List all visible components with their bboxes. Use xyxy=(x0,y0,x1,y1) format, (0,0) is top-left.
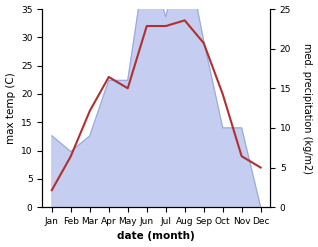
Y-axis label: max temp (C): max temp (C) xyxy=(5,72,16,144)
X-axis label: date (month): date (month) xyxy=(117,231,195,242)
Y-axis label: med. precipitation (kg/m2): med. precipitation (kg/m2) xyxy=(302,43,313,174)
